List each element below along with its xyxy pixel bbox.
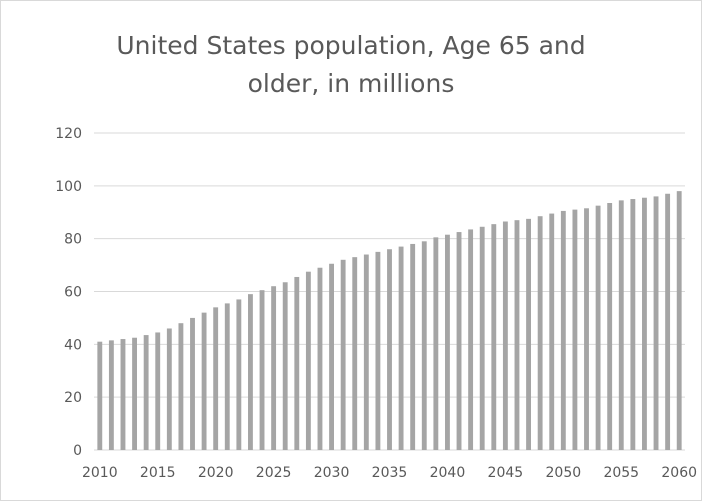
bar-2031 xyxy=(340,259,346,450)
bar-2060 xyxy=(676,191,682,450)
bar-2045 xyxy=(502,221,508,450)
bar-2027 xyxy=(294,276,300,450)
x-tick-label: 2025 xyxy=(256,465,292,481)
y-axis-ticks: 0 20 40 60 80 100 120 xyxy=(55,126,82,459)
y-tick-label: 100 xyxy=(55,179,82,195)
bar-2023 xyxy=(248,294,253,450)
bar-2036 xyxy=(398,246,404,450)
y-tick-label: 40 xyxy=(64,337,82,353)
bar-2041 xyxy=(456,232,462,450)
bar-2037 xyxy=(410,243,416,450)
y-tick-label: 0 xyxy=(73,443,82,459)
bar-2026 xyxy=(282,282,288,450)
chart-title-line-1: United States population, Age 65 and xyxy=(116,31,586,60)
bar-2017 xyxy=(178,323,184,450)
bar-2040 xyxy=(445,234,450,450)
bars xyxy=(97,191,682,451)
x-tick-label: 2045 xyxy=(488,465,524,481)
bar-2035 xyxy=(387,249,392,450)
bar-2039 xyxy=(433,237,439,450)
bar-2030 xyxy=(329,263,334,450)
bar-2011 xyxy=(108,340,114,450)
bar-2018 xyxy=(190,317,195,450)
y-tick-label: 20 xyxy=(64,390,82,406)
bar-2024 xyxy=(259,290,265,450)
bar-2054 xyxy=(607,203,613,450)
x-axis-ticks: 2010 2015 2020 2025 2030 2035 2040 2045 2050 2055… xyxy=(82,465,697,481)
bar-2046 xyxy=(514,220,520,450)
bar-2034 xyxy=(375,251,381,451)
bar-2048 xyxy=(537,216,543,450)
bar-2013 xyxy=(132,337,137,450)
bar-2050 xyxy=(560,210,566,450)
bar-2055 xyxy=(618,200,624,450)
bar-2052 xyxy=(584,208,589,450)
bar-2033 xyxy=(363,254,369,450)
bar-2058 xyxy=(653,196,659,450)
y-tick-label: 80 xyxy=(64,232,82,248)
chart-title: United States population, Age 65 and old… xyxy=(61,27,641,103)
bar-2047 xyxy=(526,218,531,450)
bar-2049 xyxy=(549,213,555,450)
x-tick-label: 2020 xyxy=(198,465,234,481)
bar-2032 xyxy=(352,257,358,450)
bar-2057 xyxy=(642,197,647,450)
bar-2014 xyxy=(143,335,149,450)
bar-2028 xyxy=(305,271,311,450)
bar-2020 xyxy=(213,307,219,450)
bar-2010 xyxy=(97,341,103,450)
x-tick-label: 2050 xyxy=(546,465,582,481)
bar-2043 xyxy=(479,226,485,450)
bar-2038 xyxy=(421,241,427,450)
y-tick-label: 60 xyxy=(64,285,82,301)
bar-2044 xyxy=(491,224,497,450)
bar-2021 xyxy=(224,303,230,450)
bar-2051 xyxy=(572,209,578,450)
x-tick-label: 2015 xyxy=(140,465,176,481)
bar-2016 xyxy=(166,328,172,450)
x-tick-label: 2060 xyxy=(661,465,697,481)
bar-2042 xyxy=(468,229,474,450)
bar-2015 xyxy=(155,332,161,450)
x-tick-label: 2010 xyxy=(82,465,118,481)
x-tick-label: 2055 xyxy=(603,465,639,481)
bar-2056 xyxy=(630,199,636,450)
x-tick-label: 2035 xyxy=(372,465,408,481)
bar-2019 xyxy=(201,312,207,450)
bar-2029 xyxy=(317,267,323,450)
bar-2059 xyxy=(665,193,671,450)
chart-title-line-2: older, in millions xyxy=(247,69,455,98)
x-tick-label: 2040 xyxy=(430,465,466,481)
x-tick-label: 2030 xyxy=(314,465,350,481)
bar-2053 xyxy=(595,205,601,450)
bar-2025 xyxy=(271,286,277,450)
y-tick-label: 120 xyxy=(55,126,82,142)
bar-2022 xyxy=(236,299,242,450)
bar-2012 xyxy=(120,339,126,450)
